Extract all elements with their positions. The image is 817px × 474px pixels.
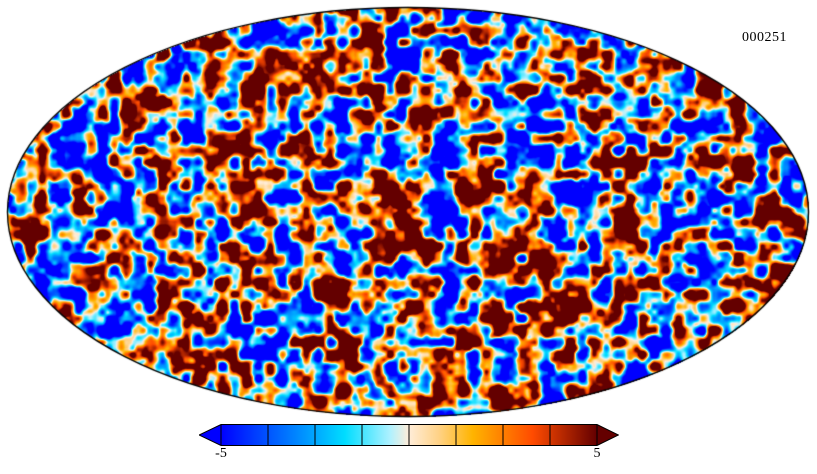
- frame-number-label: 000251: [742, 30, 787, 45]
- colorbar-min-label: -5: [215, 446, 227, 461]
- colorbar: [197, 424, 620, 446]
- colorbar-gradient: [197, 424, 620, 446]
- colorbar-max-label: 5: [593, 446, 601, 461]
- mollweide-sky-map: [6, 6, 810, 418]
